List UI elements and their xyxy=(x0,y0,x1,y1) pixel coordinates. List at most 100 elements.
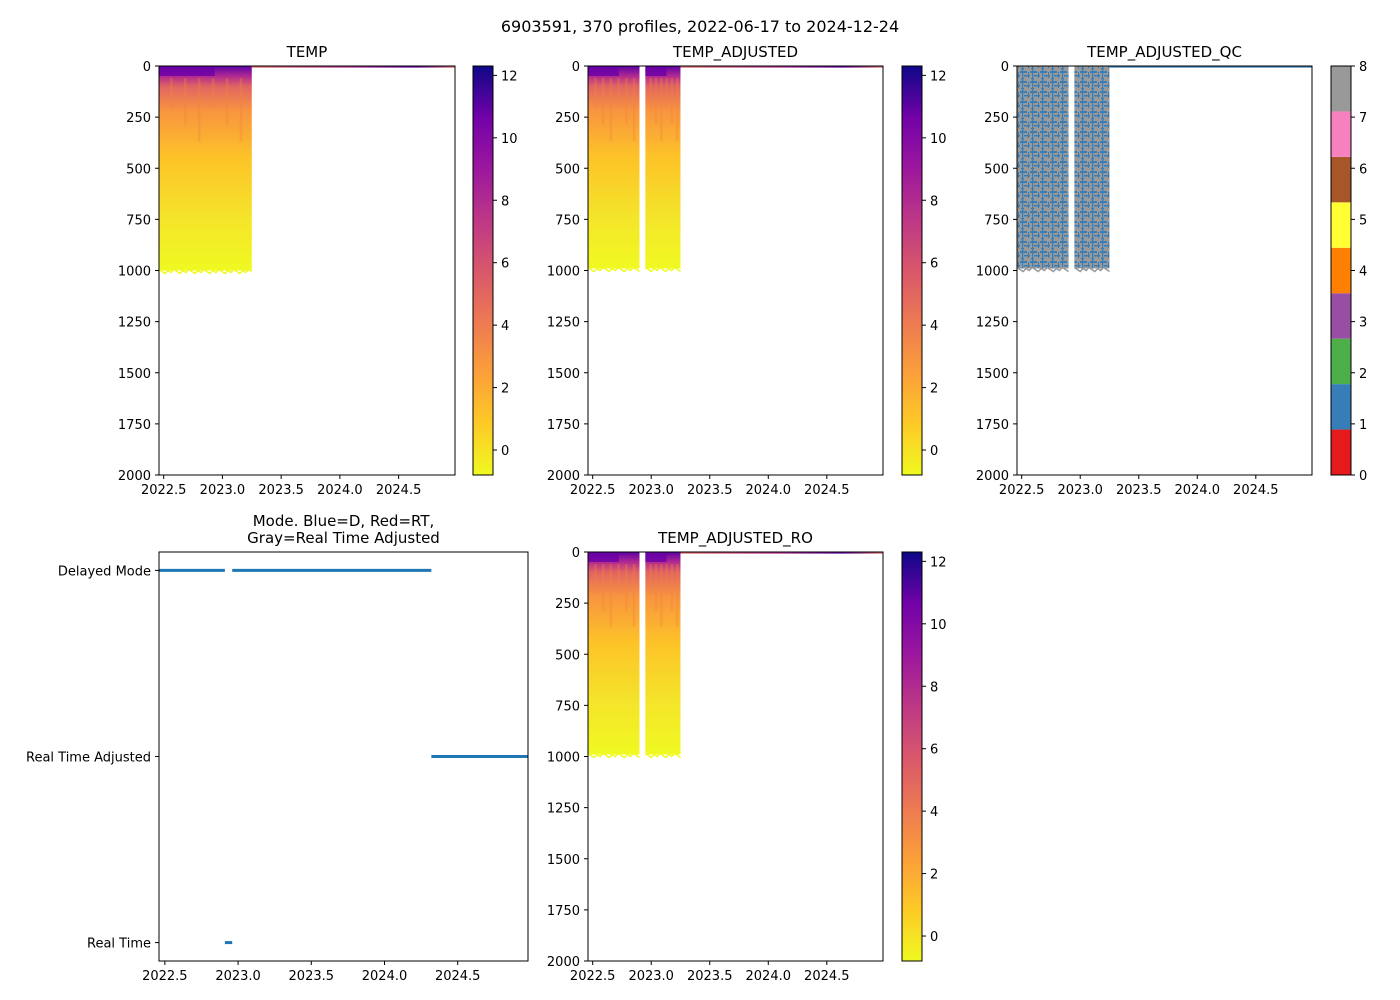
y-tick-label: 1750 xyxy=(118,418,151,433)
y-tick-label: 750 xyxy=(984,213,1009,228)
colorbar xyxy=(901,551,923,962)
data-streak xyxy=(211,78,215,109)
data-streak xyxy=(594,78,597,109)
data-streak xyxy=(184,78,187,126)
surface-trace xyxy=(1109,66,1312,68)
y-tick-label: 1000 xyxy=(118,265,151,280)
chart-title: Mode. Blue=D, Red=RT, xyxy=(253,512,435,530)
x-tick-label: 2023.5 xyxy=(687,483,733,498)
data-streak xyxy=(632,564,636,627)
colorbar-tick-label: 12 xyxy=(930,555,947,570)
data-streak xyxy=(609,78,613,141)
chart-temp: 2022.5 2023.0 2023.5 2024.0 2024.5 0 250 500 750… xyxy=(118,43,518,498)
y-tick-label: 1500 xyxy=(547,367,580,382)
colorbar-tick-label: 7 xyxy=(1359,111,1367,126)
data-streak xyxy=(670,78,674,125)
x-tick-label: 2024.5 xyxy=(435,969,481,984)
colorbar xyxy=(472,65,494,476)
colorbar-tick-label: 4 xyxy=(930,805,938,820)
y-tick-label: 500 xyxy=(126,162,151,177)
x-tick-label: 2024.5 xyxy=(376,483,422,498)
colorbar-tick-label: 12 xyxy=(501,69,518,84)
data-streak xyxy=(601,564,605,611)
chart-title: TEMP xyxy=(286,43,328,61)
colorbar-tick-label: 1 xyxy=(1359,418,1367,433)
y-tick-label: 500 xyxy=(984,162,1009,177)
y-tick-label: 1000 xyxy=(547,751,580,766)
colorbar-tick-label: 10 xyxy=(930,132,947,147)
data-streak xyxy=(225,78,229,126)
data-streak xyxy=(625,78,628,125)
colorbar-swatch xyxy=(1331,111,1351,157)
y-tick-label: 0 xyxy=(572,60,580,75)
colorbar xyxy=(901,65,923,476)
data-block xyxy=(645,66,681,269)
y-tick-label: 1750 xyxy=(547,418,580,433)
y-tick-label: 1750 xyxy=(547,904,580,919)
data-streak xyxy=(170,78,173,109)
x-tick-label: 2023.0 xyxy=(200,483,246,498)
colorbar-swatch xyxy=(1331,338,1351,385)
y-category-label: Delayed Mode xyxy=(58,564,151,579)
colorbar-tick-label: 4 xyxy=(501,319,509,334)
data-streak xyxy=(660,78,663,141)
y-category-label: Real Time xyxy=(87,937,151,952)
data-streak xyxy=(617,78,620,109)
colorbar-tick-label: 6 xyxy=(930,743,938,758)
y-tick-label: 2000 xyxy=(976,469,1009,484)
x-tick-label: 2023.0 xyxy=(215,969,261,984)
chart-temp_adjusted_ro: 2022.5 2023.0 2023.5 2024.0 2024.5 0 250 500 750… xyxy=(547,529,947,984)
y-tick-label: 250 xyxy=(126,111,151,126)
y-tick-label: 750 xyxy=(126,213,151,228)
data-bottom-edge xyxy=(644,752,681,759)
x-tick-label: 2023.0 xyxy=(1057,483,1103,498)
colorbar-swatch xyxy=(1331,66,1351,112)
colorbar-swatch xyxy=(1331,247,1351,294)
colorbar-tick-label: 10 xyxy=(930,618,947,633)
y-tick-label: 250 xyxy=(555,111,580,126)
data-surface-warm xyxy=(645,552,667,562)
y-tick-label: 2000 xyxy=(547,469,580,484)
chart-title: TEMP_ADJUSTED_QC xyxy=(1086,43,1242,62)
y-category-label: Real Time Adjusted xyxy=(26,751,151,766)
y-tick-label: 0 xyxy=(143,60,151,75)
colorbar-tick-label: 0 xyxy=(1359,469,1367,484)
colorbar-tick-label: 0 xyxy=(501,444,509,459)
data-block xyxy=(645,552,681,755)
colorbar-tick-label: 6 xyxy=(930,257,938,272)
data-streak xyxy=(665,564,668,595)
y-tick-label: 0 xyxy=(1001,60,1009,75)
data-streak xyxy=(654,564,658,611)
data-surface-warm xyxy=(588,66,619,76)
chart-title: Gray=Real Time Adjusted xyxy=(247,529,440,547)
data-block xyxy=(588,552,640,755)
y-tick-label: 1250 xyxy=(547,316,580,331)
data-surface-warm xyxy=(645,66,667,76)
data-streak xyxy=(675,78,679,141)
data-streak xyxy=(649,564,653,595)
data-bottom-edge xyxy=(587,752,640,759)
y-tick-label: 1000 xyxy=(976,265,1009,280)
y-tick-label: 500 xyxy=(555,162,580,177)
data-streak xyxy=(609,564,613,627)
y-tick-label: 1500 xyxy=(118,367,151,382)
data-streak xyxy=(197,78,201,142)
x-tick-label: 2023.5 xyxy=(687,969,733,984)
data-streak xyxy=(239,78,243,142)
data-streak xyxy=(670,564,674,611)
x-tick-label: 2023.0 xyxy=(628,969,674,984)
x-tick-label: 2024.5 xyxy=(804,483,850,498)
colorbar-tick-label: 0 xyxy=(930,930,938,945)
colorbar-tick-label: 12 xyxy=(930,69,947,84)
data-streak xyxy=(665,78,668,109)
data-streak xyxy=(617,564,620,595)
figure-title: 6903591, 370 profiles, 2022-06-17 to 202… xyxy=(501,17,899,36)
x-tick-label: 2024.0 xyxy=(746,483,792,498)
y-tick-label: 1250 xyxy=(118,316,151,331)
data-bottom-edge xyxy=(587,266,640,273)
data-bottom-edge xyxy=(1073,266,1110,273)
colorbar-tick-label: 6 xyxy=(501,257,509,272)
x-tick-label: 2024.0 xyxy=(362,969,408,984)
colorbar-swatch xyxy=(1331,202,1351,248)
data-block xyxy=(588,66,640,269)
